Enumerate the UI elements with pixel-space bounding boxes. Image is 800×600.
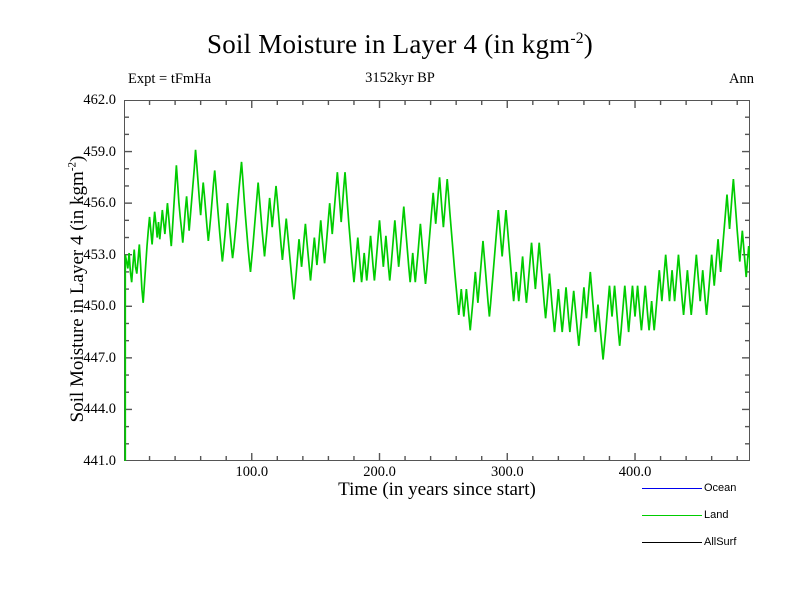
plot-frame xyxy=(124,100,750,461)
x-axis-title: Time (in years since start) xyxy=(338,479,536,500)
y-tick-label: 444.0 xyxy=(83,401,116,418)
series-line-land xyxy=(124,149,750,360)
chart-subtitle: 3152kyr BP xyxy=(365,70,435,86)
plot-area xyxy=(124,100,750,461)
y-axis-title-superscript: -2 xyxy=(66,161,79,172)
y-tick-label: 447.0 xyxy=(83,349,116,366)
legend-item-ocean[interactable]: Ocean xyxy=(640,480,792,507)
legend-label: Ocean xyxy=(704,482,737,494)
y-tick-label: 462.0 xyxy=(83,92,116,108)
y-tick-label: 456.0 xyxy=(83,195,116,212)
data-series xyxy=(124,149,750,461)
legend-item-allsurf[interactable]: AllSurf xyxy=(640,534,792,561)
x-tick-label: 200.0 xyxy=(363,464,396,480)
x-tick-label: 400.0 xyxy=(618,464,652,480)
legend-label: AllSurf xyxy=(704,536,737,548)
y-tick-label: 441.0 xyxy=(83,453,116,469)
legend-swatch-icon xyxy=(642,542,702,543)
y-tick-label: 450.0 xyxy=(83,298,116,315)
legend: Ocean Land AllSurf xyxy=(640,480,792,561)
chart-title: Soil Moisture in Layer 4 (in kgm-2) xyxy=(0,28,800,60)
chart-title-main: Soil Moisture in Layer 4 (in kgm xyxy=(206,29,571,59)
legend-label: Land xyxy=(704,509,729,521)
chart-title-superscript: -2 xyxy=(570,30,584,47)
legend-swatch-icon xyxy=(642,488,702,489)
axis-ticks xyxy=(124,100,750,461)
legend-item-land[interactable]: Land xyxy=(640,507,792,534)
legend-swatch-icon xyxy=(642,515,702,516)
chart-title-tail: ) xyxy=(583,29,593,59)
x-tick-label: 100.0 xyxy=(235,464,269,480)
period-label: Ann xyxy=(729,71,754,87)
x-tick-label: 300.0 xyxy=(490,464,524,480)
experiment-label: Expt = tFmHa xyxy=(128,71,212,87)
y-tick-label: 453.0 xyxy=(83,246,116,263)
y-tick-label: 459.0 xyxy=(83,143,116,160)
